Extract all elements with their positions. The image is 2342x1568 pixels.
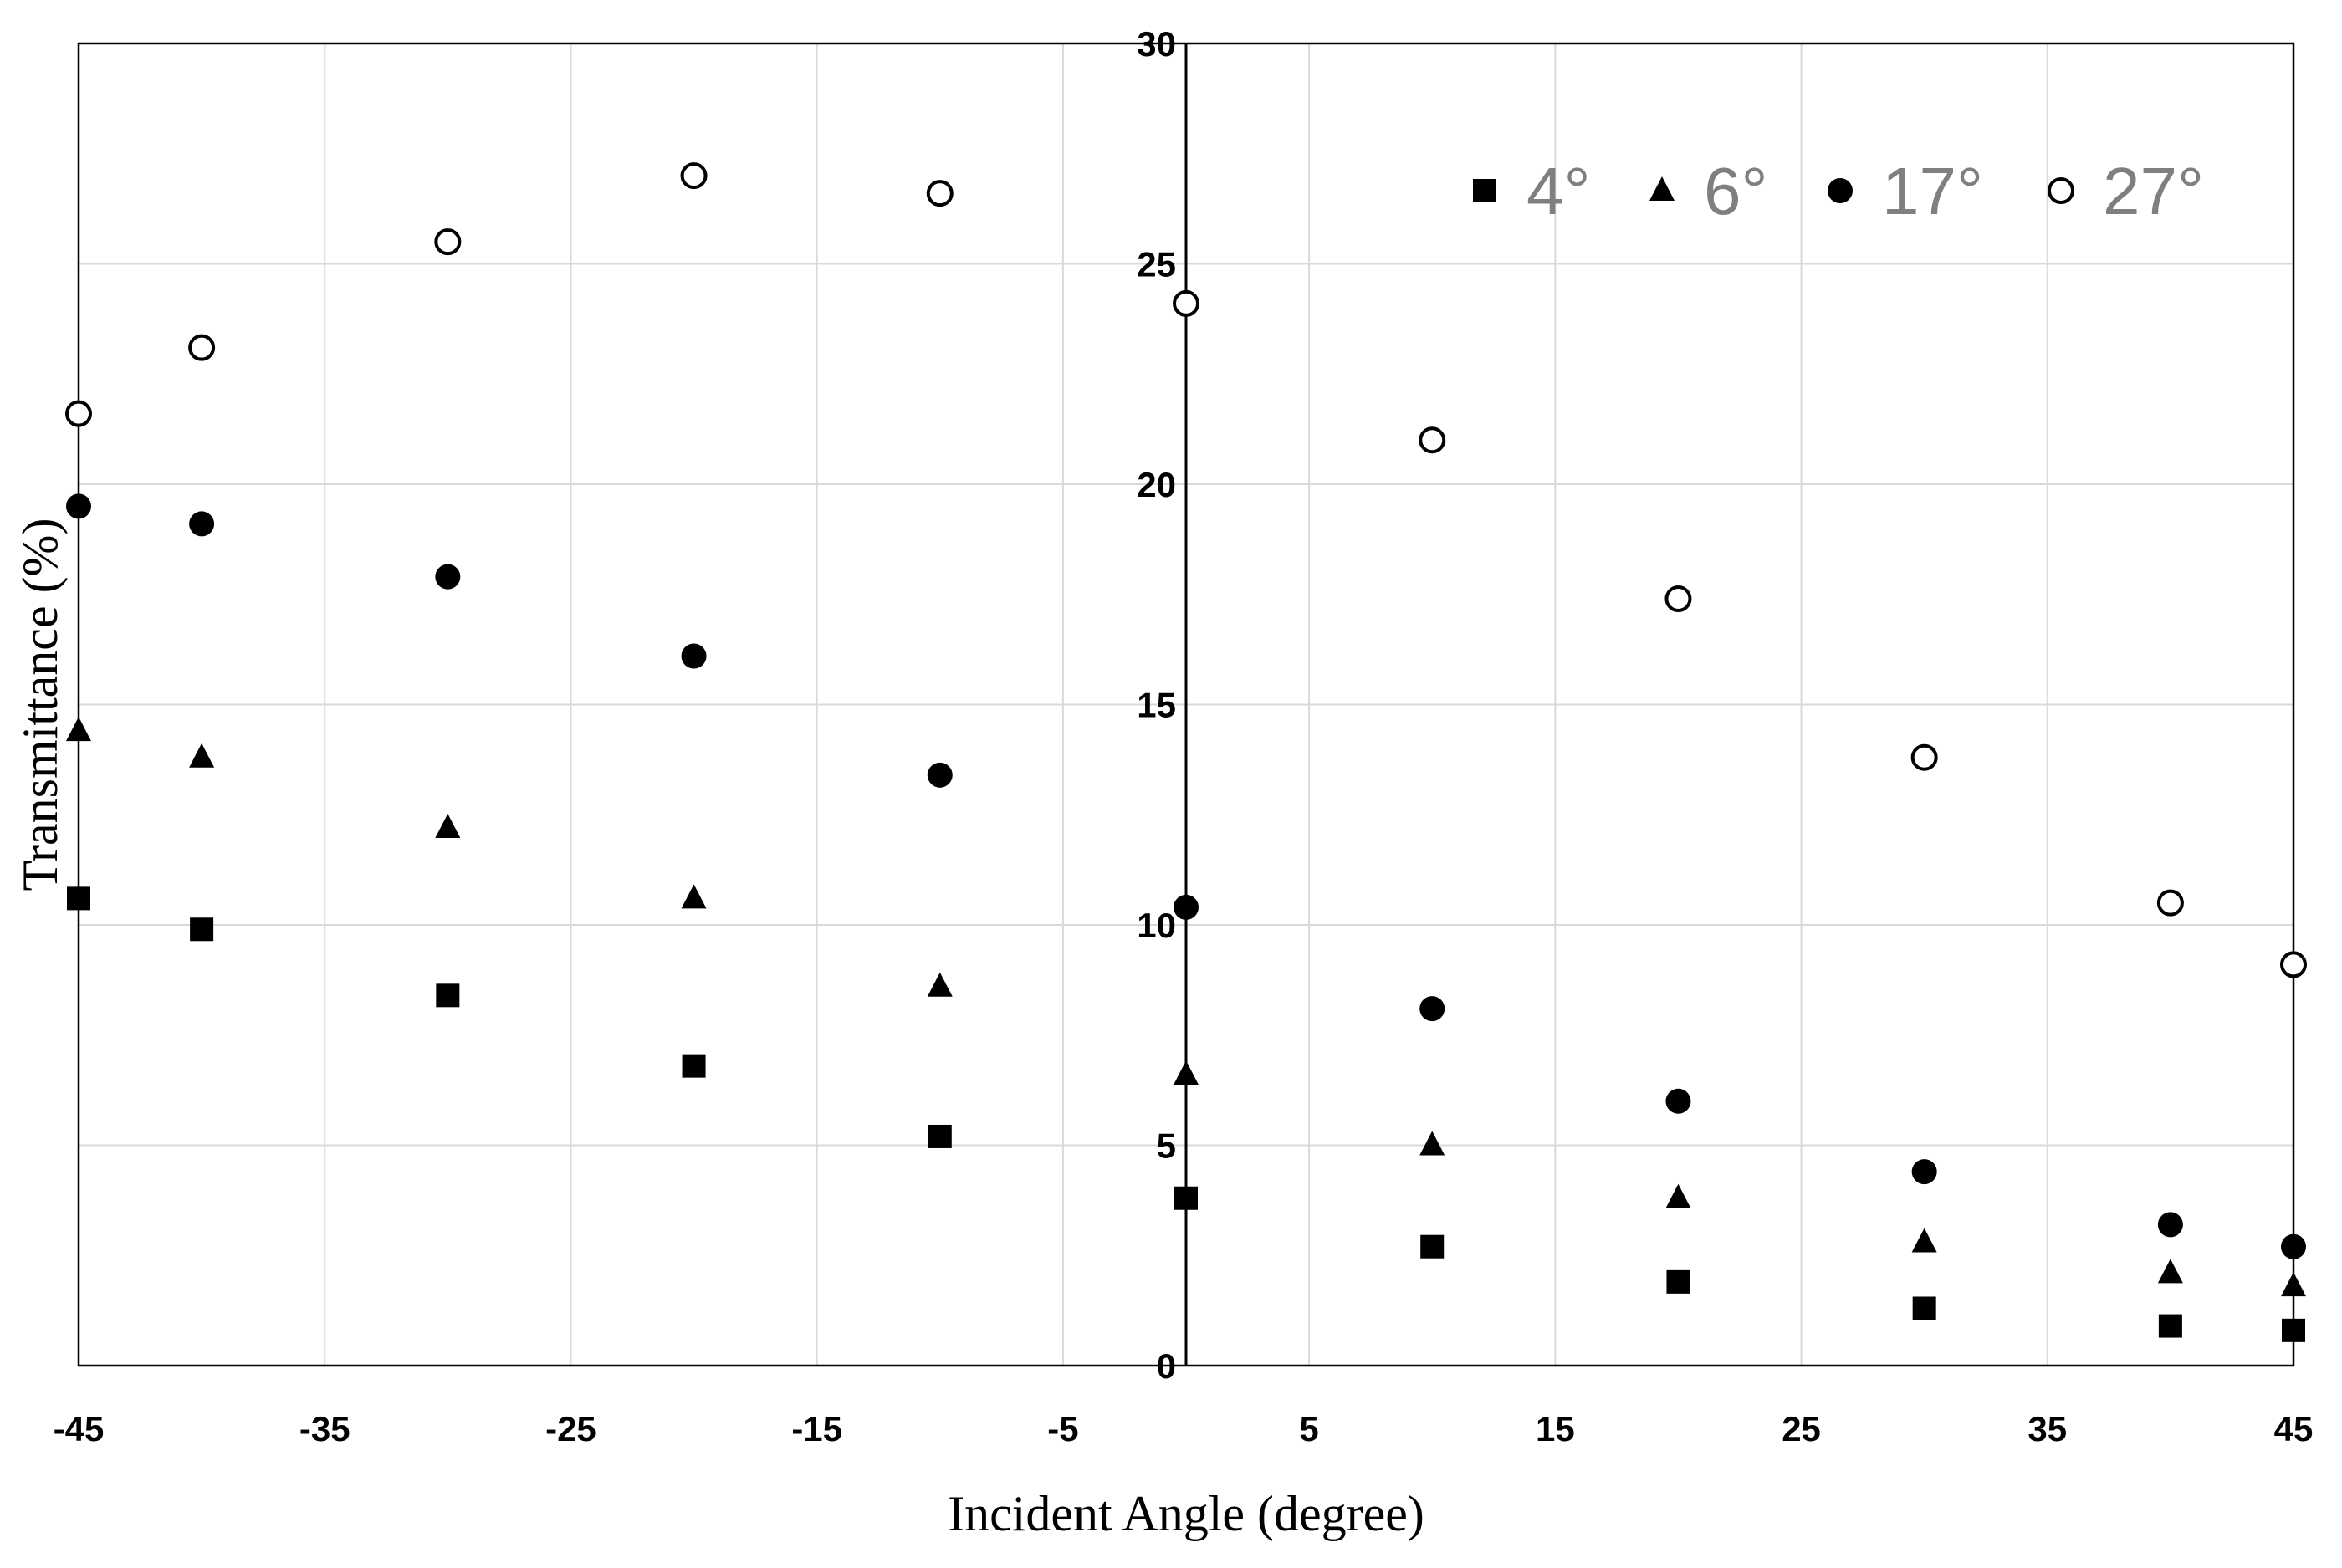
data-point bbox=[2157, 1212, 2183, 1238]
x-tick-label: 35 bbox=[2028, 1409, 2067, 1448]
data-point bbox=[2280, 951, 2307, 978]
data-point bbox=[1912, 1296, 1936, 1320]
data-point bbox=[1419, 426, 1446, 454]
legend-marker bbox=[1828, 178, 1853, 203]
data-point bbox=[435, 814, 461, 839]
data-point bbox=[2281, 1233, 2306, 1259]
x-tick-label: -5 bbox=[1047, 1409, 1078, 1448]
legend-marker bbox=[1649, 176, 1675, 201]
legend-marker bbox=[1473, 179, 1496, 202]
x-axis-title: Incident Angle (degree) bbox=[948, 1486, 1424, 1541]
legend-entry-2: 17° bbox=[1828, 154, 1983, 228]
x-tick-label: 15 bbox=[1536, 1409, 1575, 1448]
y-axis-title: Transmittance (%) bbox=[13, 518, 68, 891]
data-point bbox=[1911, 1228, 1937, 1253]
data-point bbox=[1910, 743, 1938, 771]
data-point bbox=[1911, 1159, 1937, 1185]
data-point bbox=[65, 400, 92, 427]
data-point bbox=[1174, 894, 1199, 920]
y-tick-label: 25 bbox=[1137, 245, 1176, 284]
data-point bbox=[928, 1124, 952, 1148]
x-tick-label: 5 bbox=[1299, 1409, 1318, 1448]
y-tick-label: 15 bbox=[1137, 686, 1176, 725]
data-point bbox=[2281, 1272, 2306, 1297]
legend-label: 17° bbox=[1882, 154, 1983, 228]
legend-entry-3: 27° bbox=[2048, 154, 2204, 228]
data-point bbox=[189, 511, 215, 537]
data-point bbox=[1174, 1060, 1199, 1085]
legend-entry-1: 6° bbox=[1649, 154, 1767, 228]
x-tick-label: 25 bbox=[1782, 1409, 1821, 1448]
data-point bbox=[67, 886, 90, 911]
y-tick-label: 30 bbox=[1137, 24, 1176, 64]
series-3 bbox=[65, 162, 2307, 978]
data-point bbox=[190, 917, 214, 942]
data-point bbox=[926, 180, 954, 207]
data-point bbox=[1420, 1234, 1445, 1259]
legend: 4° 6° 17° 27° bbox=[1473, 154, 2204, 228]
x-tick-label: -45 bbox=[54, 1409, 105, 1448]
series-0 bbox=[67, 886, 2305, 1342]
y-tick-label: 20 bbox=[1137, 465, 1176, 504]
data-point bbox=[682, 1054, 706, 1078]
data-point bbox=[1666, 1269, 1690, 1294]
data-point bbox=[2282, 1318, 2305, 1342]
data-point bbox=[1664, 585, 1692, 613]
data-point bbox=[66, 493, 91, 519]
legend-label: 4° bbox=[1526, 154, 1590, 228]
data-point bbox=[2157, 1259, 2183, 1284]
y-tick-label: 10 bbox=[1137, 906, 1176, 945]
data-point bbox=[681, 884, 707, 909]
data-point bbox=[927, 762, 953, 788]
y-tick-labels: 0 5 10 15 20 25 30 bbox=[1137, 24, 1176, 1386]
data-point bbox=[680, 162, 708, 190]
data-point bbox=[1665, 1183, 1691, 1208]
data-markers bbox=[65, 162, 2307, 1342]
x-tick-label: 45 bbox=[2274, 1409, 2314, 1448]
data-point bbox=[435, 564, 461, 590]
legend-label: 27° bbox=[2103, 154, 2204, 228]
legend-entry-0: 4° bbox=[1473, 154, 1590, 228]
x-tick-label: -25 bbox=[545, 1409, 596, 1448]
data-point bbox=[434, 228, 462, 256]
data-point bbox=[681, 643, 707, 669]
y-tick-label: 0 bbox=[1157, 1346, 1176, 1386]
data-point bbox=[1419, 1131, 1445, 1156]
data-point bbox=[927, 972, 953, 997]
series-1 bbox=[66, 717, 2306, 1297]
data-point bbox=[1174, 1186, 1198, 1210]
data-point bbox=[1665, 1088, 1691, 1114]
x-tick-label: -15 bbox=[791, 1409, 842, 1448]
data-point bbox=[188, 334, 216, 361]
y-tick-label: 5 bbox=[1157, 1126, 1176, 1166]
x-tick-labels: -45 -35 -25 -15 -5 5 15 25 35 45 bbox=[54, 1409, 2314, 1448]
data-point bbox=[436, 983, 460, 1008]
legend-label: 6° bbox=[1704, 154, 1767, 228]
data-point bbox=[2156, 889, 2184, 917]
series-2 bbox=[66, 493, 2306, 1259]
data-point bbox=[189, 743, 215, 768]
data-point bbox=[66, 717, 91, 742]
data-point bbox=[1173, 289, 1199, 317]
x-tick-label: -35 bbox=[299, 1409, 350, 1448]
legend-marker bbox=[2048, 177, 2074, 204]
data-point bbox=[2158, 1314, 2182, 1338]
data-point bbox=[1419, 996, 1445, 1022]
